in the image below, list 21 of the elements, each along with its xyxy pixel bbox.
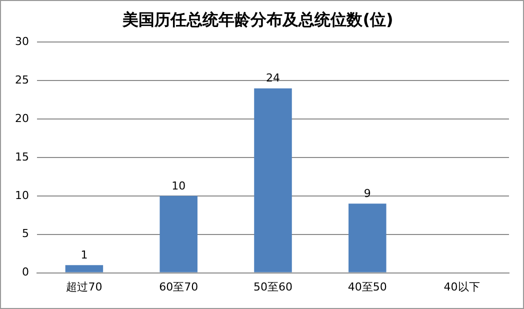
x-tick-label: 50至60 (254, 280, 292, 294)
chart-title: 美国历任总统年龄分布及总统位数(位) (122, 10, 394, 29)
bar (348, 204, 386, 272)
y-tick-label: 30 (14, 35, 29, 48)
x-tick-label: 60至70 (159, 280, 198, 294)
data-label: 9 (364, 186, 371, 200)
data-label: 24 (266, 72, 280, 85)
y-tick-label: 25 (14, 73, 29, 86)
bar (160, 196, 198, 272)
data-label: 1 (80, 248, 88, 262)
y-tick-label: 15 (14, 150, 29, 164)
y-tick-label: 10 (14, 188, 29, 202)
data-label: 10 (172, 179, 186, 192)
x-tick-label: 超过70 (66, 280, 102, 294)
bar (65, 265, 104, 272)
y-tick-label: 0 (22, 266, 29, 279)
x-tick-label: 40以下 (444, 280, 480, 294)
x-tick-label: 40至50 (348, 280, 387, 294)
bar (254, 88, 292, 272)
y-tick-label: 5 (22, 227, 29, 240)
y-tick-label: 20 (14, 112, 29, 125)
